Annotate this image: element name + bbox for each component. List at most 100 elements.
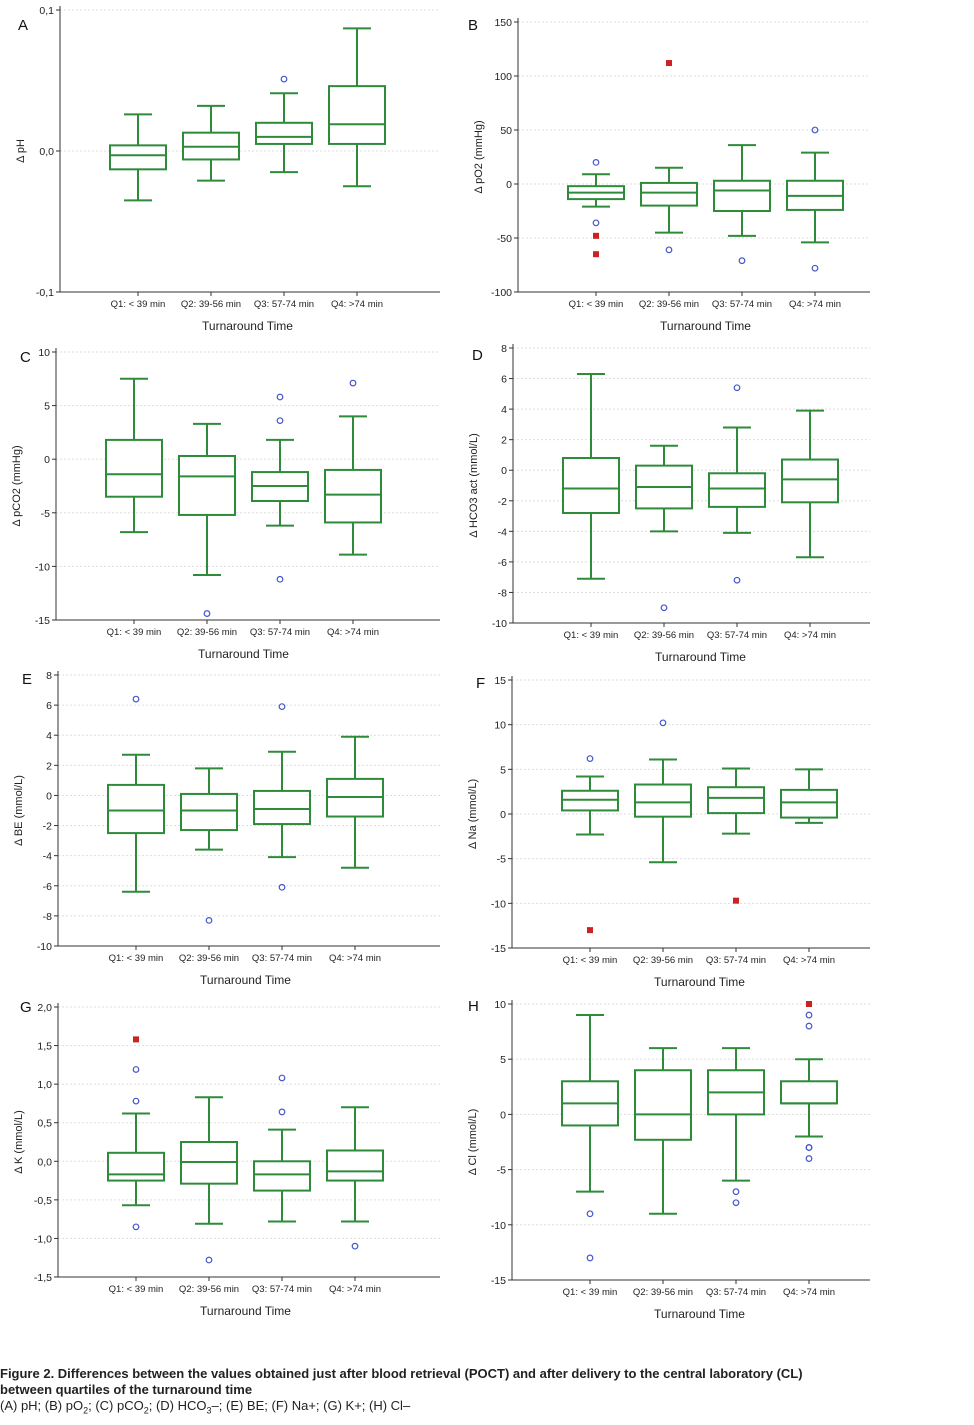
box-iqr	[178, 454, 236, 516]
box-3	[708, 384, 766, 584]
outlier-point	[205, 917, 213, 924]
outlier-point	[276, 417, 284, 425]
outlier-point	[132, 1066, 140, 1073]
x-tick-label: Q3: 57-74 min	[706, 1287, 766, 1298]
x-tick-label: Q4: >74 min	[329, 1284, 381, 1295]
y-tick-label: -1,5	[34, 1272, 52, 1284]
y-tick-label: -15	[491, 943, 506, 955]
outlier-point	[586, 1210, 594, 1218]
y-tick-label: -50	[497, 233, 512, 245]
box-iqr	[634, 783, 692, 818]
box-iqr	[324, 468, 382, 524]
x-axis-label: Turnaround Time	[202, 319, 293, 333]
y-tick-label: -15	[35, 615, 50, 627]
y-tick-label: -10	[35, 561, 50, 573]
x-axis-label: Turnaround Time	[200, 973, 291, 987]
box-iqr	[781, 458, 839, 504]
box-4	[324, 379, 382, 556]
y-tick-label: -2	[498, 496, 507, 508]
x-tick-label: Q2: 39-56 min	[639, 299, 699, 310]
panel-f: F -15 -10 -5 0 5 10 15 Δ Na (mmol/L) Turnaround T…	[467, 675, 870, 989]
y-tick-label: 2,0	[37, 1002, 52, 1014]
y-tick-label: -100	[491, 287, 512, 299]
far-outlier-point	[733, 897, 739, 904]
outlier-point	[733, 384, 741, 392]
y-axis-label: Δ Na (mmol/L)	[467, 779, 479, 849]
box-iqr	[328, 85, 386, 145]
box-3	[713, 144, 771, 265]
outlier-point	[205, 1256, 213, 1264]
y-tick-label: 2	[501, 435, 507, 447]
y-axis-label: Δ pO2 (mmHg)	[473, 120, 485, 193]
y-tick-label: -5	[497, 854, 506, 866]
y-tick-label: -0,1	[36, 287, 54, 299]
box-iqr	[107, 783, 165, 835]
x-tick-label: Q4: >74 min	[331, 299, 383, 310]
box-iqr	[634, 1069, 692, 1141]
box-iqr	[326, 1149, 384, 1182]
panel-e: E -10 -8 -6 -4 -2 0 2 4 6 8 Δ BE (mmol/L) Turnaround…	[13, 670, 440, 987]
outlier-point	[805, 1022, 813, 1030]
outlier-point	[278, 883, 286, 891]
outlier-point	[132, 695, 140, 703]
x-tick-label: Q1: < 39 min	[109, 953, 164, 964]
box-iqr	[255, 121, 313, 145]
outlier-point	[280, 75, 288, 83]
outlier-point	[659, 719, 667, 727]
y-tick-label: 0	[506, 179, 512, 191]
x-tick-label: Q4: >74 min	[783, 1287, 835, 1298]
panel-letter: G	[20, 999, 32, 1016]
x-tick-label: Q4: >74 min	[327, 627, 379, 638]
y-axis-label: Δ BE (mmol/L)	[13, 775, 25, 846]
x-tick-label: Q4: >74 min	[789, 299, 841, 310]
x-axis-label: Turnaround Time	[198, 647, 289, 661]
x-tick-label: Q4: >74 min	[329, 953, 381, 964]
y-tick-label: -10	[491, 1220, 506, 1232]
outlier-point	[811, 264, 819, 272]
box-iqr	[708, 472, 766, 508]
y-tick-label: -0,5	[34, 1195, 52, 1207]
box-2	[178, 422, 236, 617]
y-tick-label: 0	[44, 454, 50, 466]
x-axis-label: Turnaround Time	[654, 1307, 745, 1321]
y-tick-label: 8	[46, 670, 52, 682]
outlier-point	[203, 610, 211, 617]
outlier-point	[592, 219, 600, 227]
x-tick-label: Q2: 39-56 min	[179, 953, 239, 964]
box-4	[780, 768, 838, 824]
y-tick-label: -10	[492, 618, 507, 630]
box-iqr	[780, 1080, 838, 1105]
far-outlier-point	[666, 60, 672, 67]
y-axis-label: Δ pCO2 (mmHg)	[11, 445, 23, 526]
y-axis-label: Δ pH	[15, 139, 27, 163]
box-1	[107, 1036, 165, 1231]
box-1	[567, 158, 625, 258]
box-3	[707, 1047, 765, 1207]
outlier-point	[732, 1199, 740, 1207]
x-axis-label: Turnaround Time	[654, 975, 745, 989]
x-tick-label: Q2: 39-56 min	[181, 299, 241, 310]
panel-d: D -10 -8 -6 -4 -2 0 2 4 6 8 Δ HCO3 act (mmol/L) Turn…	[468, 343, 870, 664]
y-axis-label: Δ K (mmol/L)	[13, 1110, 25, 1174]
box-iqr	[780, 788, 838, 819]
box-iqr	[253, 789, 311, 826]
box-3	[255, 75, 313, 174]
x-tick-label: Q1: < 39 min	[563, 1287, 618, 1298]
box-iqr	[107, 1151, 165, 1182]
x-tick-label: Q3: 57-74 min	[706, 955, 766, 966]
panel-letter: C	[20, 349, 31, 366]
outlier-point	[805, 1155, 813, 1162]
y-tick-label: 5	[500, 764, 506, 776]
x-tick-label: Q3: 57-74 min	[254, 299, 314, 310]
y-tick-label: -6	[498, 557, 507, 569]
y-tick-label: 4	[501, 404, 507, 416]
box-3	[253, 703, 311, 891]
outlier-point	[592, 158, 600, 166]
box-2	[182, 104, 240, 182]
y-tick-label: 10	[494, 999, 506, 1011]
box-3	[707, 767, 765, 904]
y-tick-label: -8	[498, 587, 507, 599]
y-tick-label: 1,0	[37, 1079, 52, 1091]
box-3	[251, 393, 309, 583]
outlier-point	[276, 393, 284, 401]
